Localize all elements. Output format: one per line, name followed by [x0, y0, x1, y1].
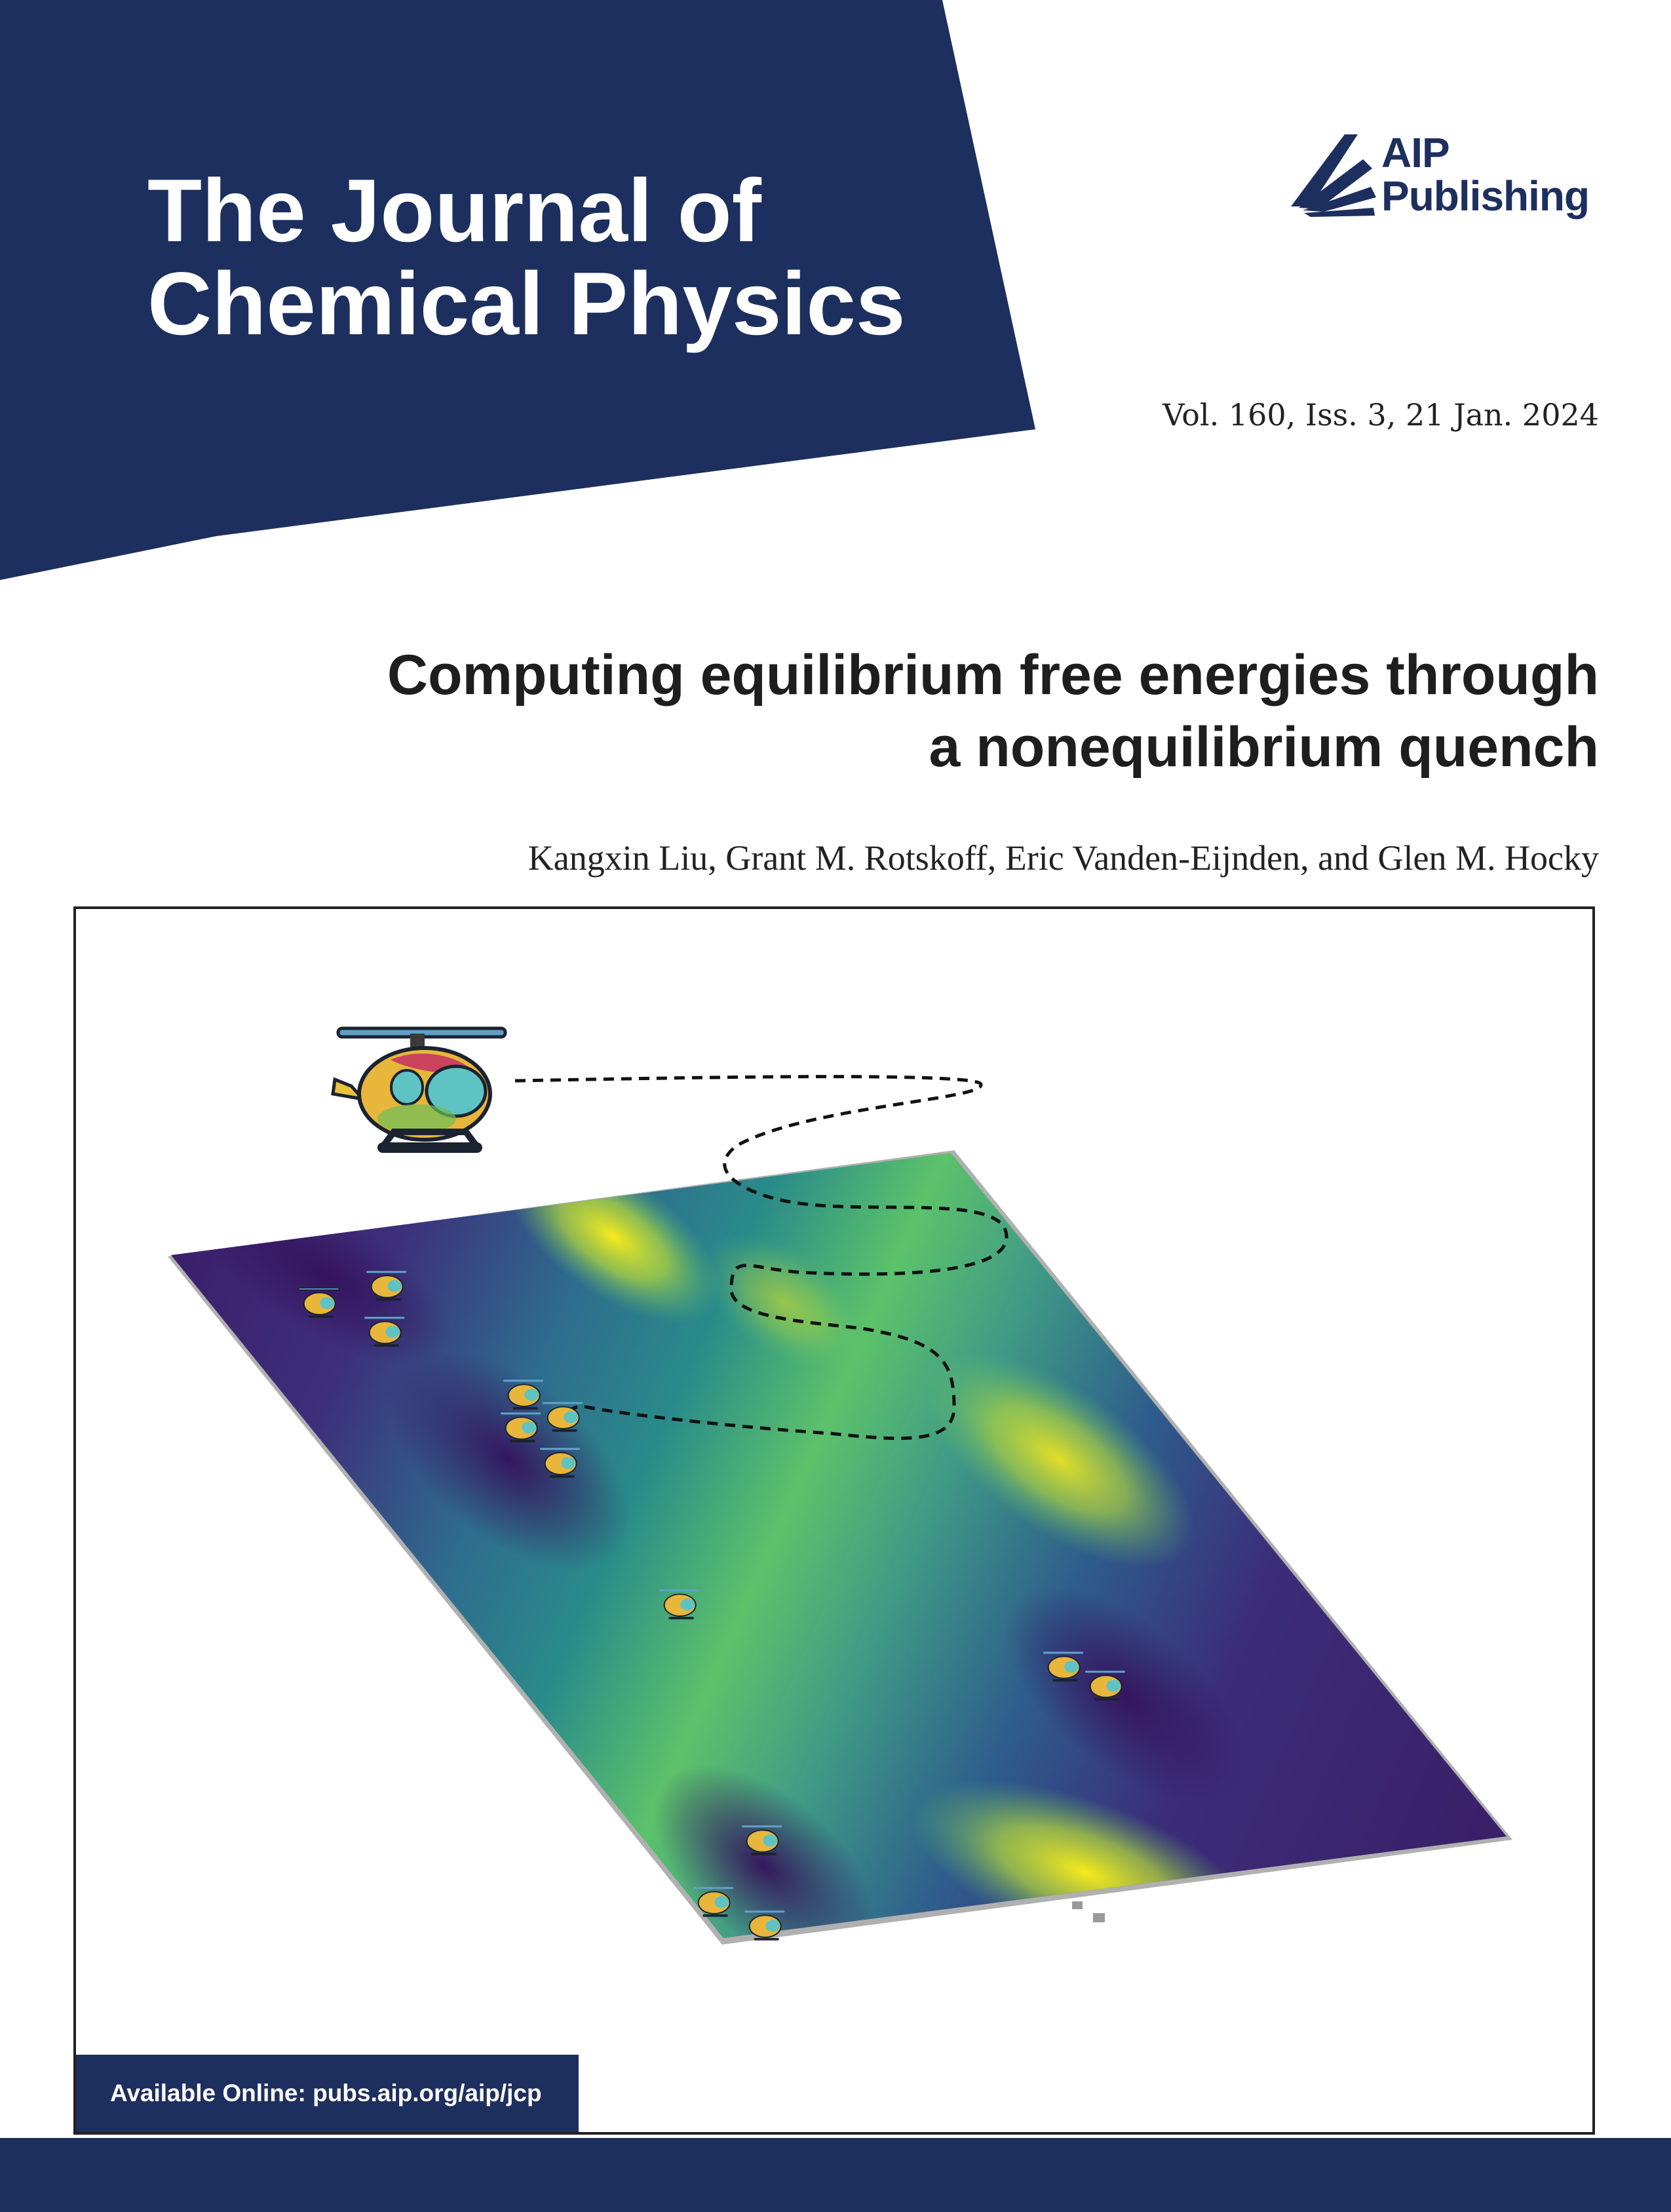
helicopter-icon [659, 1589, 700, 1620]
helicopter-icon [744, 1911, 785, 1941]
article-title-line1: Computing equilibrium free energies thro… [387, 644, 1599, 707]
journal-title-line2: Chemical Physics [147, 254, 906, 353]
footer-bar [0, 2138, 1671, 2212]
helicopter-icon [503, 1380, 544, 1410]
publisher-name: AIP Publishing [1381, 131, 1643, 218]
publisher-line2: Publishing [1381, 172, 1590, 220]
helicopter-icon [1043, 1652, 1084, 1682]
helicopter-icon [364, 1317, 405, 1347]
helicopter-icon [540, 1448, 581, 1478]
article-title: Computing equilibrium free energies thro… [223, 639, 1599, 783]
cover-figure: Available Online: pubs.aip.org/aip/jcp [73, 906, 1595, 2135]
online-availability-tag: Available Online: pubs.aip.org/aip/jcp [76, 2055, 579, 2132]
header-banner [0, 0, 1035, 580]
helicopter-icon [501, 1412, 541, 1443]
publisher-line1: AIP [1381, 129, 1450, 176]
issue-info: Vol. 160, Iss. 3, 21 Jan. 2024 [1162, 397, 1599, 433]
helicopter-icon [298, 1287, 339, 1318]
author-list: Kangxin Liu, Grant M. Rotskoff, Eric Van… [528, 838, 1599, 878]
helicopter-icon [366, 1271, 407, 1301]
helicopter-icon [1085, 1671, 1126, 1701]
journal-title: The Journal of Chemical Physics [147, 164, 999, 350]
article-title-line2: a nonequilibrium quench [929, 716, 1599, 779]
helicopter-icon [543, 1402, 583, 1432]
helicopter-icon [331, 1026, 507, 1153]
free-energy-landscape-illustration [168, 1026, 1512, 1945]
journal-title-line1: The Journal of [147, 161, 761, 260]
publisher-logo-icon [1291, 134, 1376, 217]
helicopter-icon [742, 1825, 782, 1855]
helicopter-icon [693, 1887, 734, 1917]
